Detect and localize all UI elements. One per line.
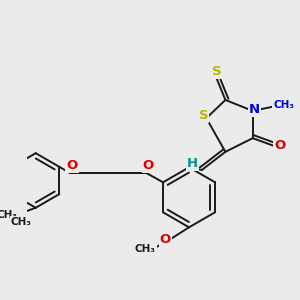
Text: S: S bbox=[199, 109, 208, 122]
Text: O: O bbox=[143, 158, 154, 172]
Text: S: S bbox=[212, 65, 222, 78]
Text: O: O bbox=[160, 232, 171, 246]
Text: O: O bbox=[67, 158, 78, 172]
Text: CH₃: CH₃ bbox=[135, 244, 156, 254]
Text: N: N bbox=[249, 103, 260, 116]
Text: CH₃: CH₃ bbox=[11, 217, 32, 227]
Text: CH₃: CH₃ bbox=[273, 100, 294, 110]
Text: H: H bbox=[187, 157, 198, 170]
Text: CH₃: CH₃ bbox=[0, 210, 17, 220]
Text: O: O bbox=[274, 139, 286, 152]
